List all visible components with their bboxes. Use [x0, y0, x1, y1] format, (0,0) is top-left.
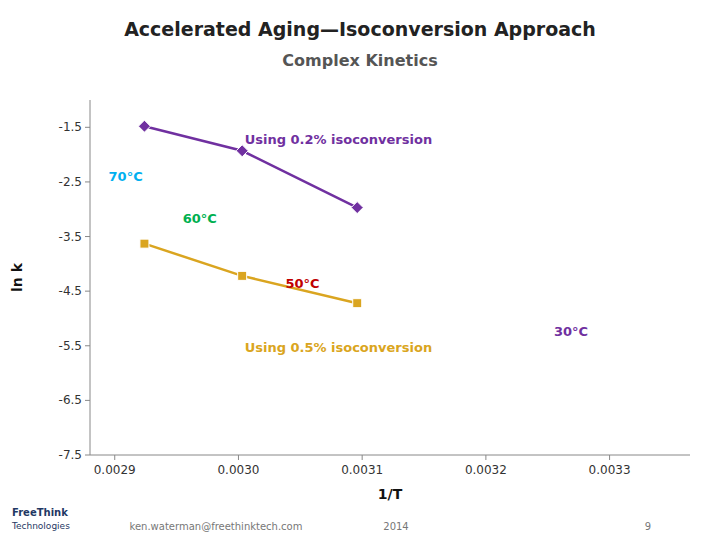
annotation: 50°C [285, 276, 319, 291]
annotation: Using 0.5% isoconversion [245, 340, 433, 355]
x-tick-label: 0.0030 [217, 463, 259, 477]
logo-text: FreeThink [12, 507, 68, 518]
y-tick [85, 455, 90, 456]
axes: 0.0029 0.0030 0.0031 0.0032 0.0033 -7.5 -6.5 -5… [9, 100, 690, 502]
point [351, 202, 363, 214]
point [138, 120, 150, 132]
x-tick [114, 455, 115, 460]
y-axis-label: ln k [9, 262, 25, 292]
plot-area [138, 120, 363, 307]
x-tick [362, 455, 363, 460]
footer-text: ken.waterman@freethinktech.com [130, 521, 303, 532]
y-tick-label: -5.5 [59, 339, 82, 353]
subtitle: Complex Kinetics [282, 51, 437, 70]
point [353, 299, 362, 308]
annotation: Using 0.2% isoconversion [245, 132, 433, 147]
y-tick [85, 345, 90, 346]
x-axis-line [90, 455, 690, 456]
footer: ken.waterman@freethinktech.com 2014 9 FreeT… [11, 507, 651, 532]
annotations: Using 0.2% isoconversion Using 0.5% isoco… [109, 132, 589, 355]
y-axis-line [90, 100, 91, 455]
x-tick-label: 0.0032 [465, 463, 507, 477]
y-tick [85, 400, 90, 401]
chart: Accelerated Aging—Isoconversion Approach… [0, 0, 720, 540]
y-tick-label: -1.5 [59, 120, 82, 134]
y-tick [85, 181, 90, 182]
y-tick [85, 236, 90, 237]
footer-text: 9 [645, 521, 651, 532]
series-line [144, 244, 357, 304]
x-tick [485, 455, 486, 460]
annotation: 60°C [183, 211, 217, 226]
x-tick-label: 0.0031 [341, 463, 383, 477]
y-tick-label: -4.5 [59, 284, 82, 298]
annotation: 70°C [109, 169, 143, 184]
y-tick-label: -6.5 [59, 393, 82, 407]
x-axis-label: 1/T [378, 486, 403, 502]
x-tick [609, 455, 610, 460]
logo-text: Technologies [11, 521, 70, 531]
annotation: 30°C [554, 324, 588, 339]
y-tick [85, 127, 90, 128]
point [140, 239, 149, 248]
footer-text: 2014 [383, 521, 408, 532]
y-tick-label: -7.5 [59, 448, 82, 462]
y-tick [85, 291, 90, 292]
x-tick [238, 455, 239, 460]
x-tick-label: 0.0029 [94, 463, 136, 477]
y-tick-label: -3.5 [59, 230, 82, 244]
title: Accelerated Aging—Isoconversion Approach [124, 18, 596, 40]
point [238, 271, 247, 280]
x-tick-label: 0.0033 [589, 463, 631, 477]
y-tick-label: -2.5 [59, 175, 82, 189]
